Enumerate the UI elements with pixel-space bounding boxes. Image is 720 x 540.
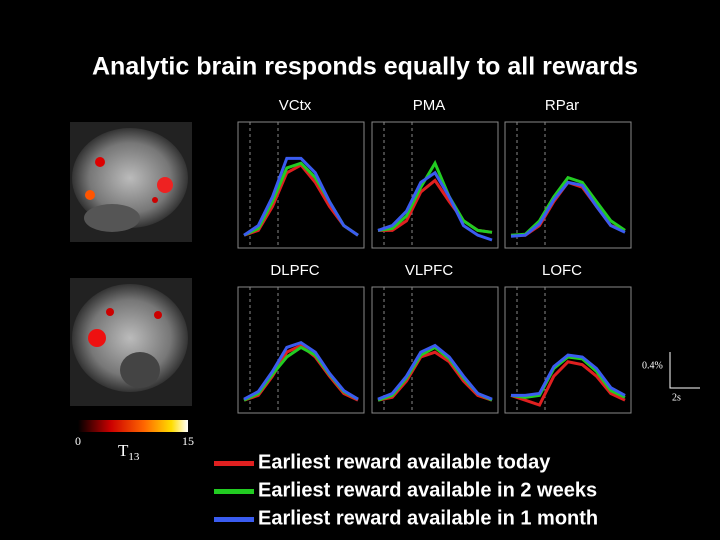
panel-frame xyxy=(371,286,499,414)
legend-swatch xyxy=(214,461,254,466)
panel-title: VCtx xyxy=(279,97,312,114)
colorbar-tick-label: 15 xyxy=(182,434,194,448)
legend-swatch xyxy=(214,489,254,494)
scale-bar-y-label: 0.4% xyxy=(642,360,663,371)
series-line xyxy=(243,161,359,237)
slide-title: Analytic brain responds equally to all r… xyxy=(92,53,638,81)
panel-frame xyxy=(371,121,499,249)
panel-title: LOFC xyxy=(542,262,582,279)
colorbar-tick-label: 0 xyxy=(75,434,81,448)
series-line xyxy=(377,343,493,401)
panel-title: VLPFC xyxy=(405,262,454,279)
legend-label: Earliest reward available today xyxy=(258,451,551,473)
panel-title: PMA xyxy=(413,97,446,114)
series-line xyxy=(243,340,359,401)
scale-bar-x-label: 2s xyxy=(672,392,681,403)
panel-title: RPar xyxy=(545,97,579,114)
series-line xyxy=(243,156,359,237)
series-line xyxy=(377,159,493,234)
scale-bar xyxy=(669,352,700,389)
legend-swatch xyxy=(214,517,254,522)
panel-frame xyxy=(504,121,632,249)
series-line xyxy=(510,175,626,237)
series-line xyxy=(511,180,626,237)
brain-image xyxy=(70,278,192,406)
panel-frame xyxy=(237,121,365,249)
series-line xyxy=(511,353,626,397)
series-line xyxy=(510,360,626,407)
colorbar xyxy=(78,420,188,432)
colorbar-label: T13 xyxy=(118,441,140,463)
legend-label: Earliest reward available in 2 weeks xyxy=(258,479,597,501)
panel-title: DLPFC xyxy=(270,262,319,279)
series-line xyxy=(510,180,626,238)
legend-label: Earliest reward available in 1 month xyxy=(258,507,598,529)
series-line xyxy=(377,170,493,242)
panel-frame xyxy=(504,286,632,414)
brain-image xyxy=(70,122,192,242)
panel-frame xyxy=(237,286,365,414)
